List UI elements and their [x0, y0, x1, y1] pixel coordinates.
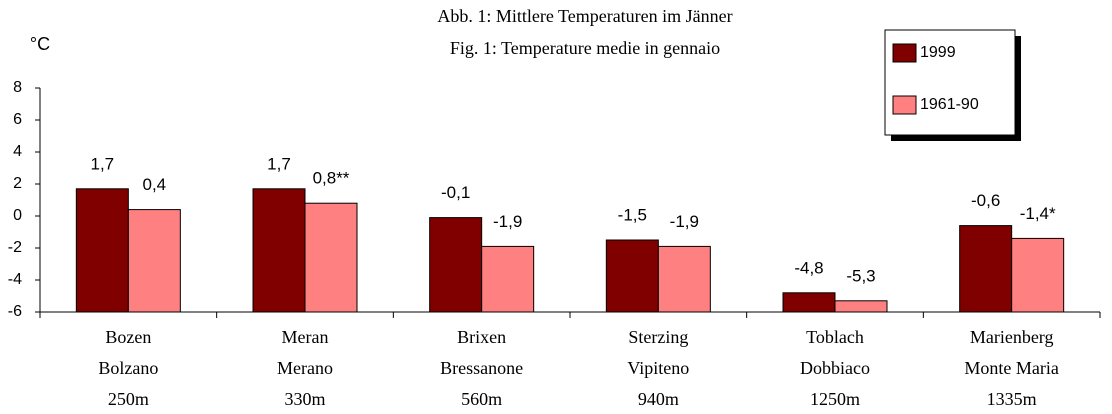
x-tick-label: Bressanone — [440, 358, 523, 378]
x-tick-label: 250m — [108, 389, 149, 409]
x-tick-label: Bozen — [105, 327, 151, 347]
value-label: 0,4 — [143, 175, 167, 194]
legend-label: 1999 — [920, 44, 956, 61]
y-tick-label: -2 — [8, 239, 22, 256]
chart-subtitle: Fig. 1: Temperature medie in gennaio — [450, 38, 720, 58]
value-label: 1,7 — [267, 154, 291, 173]
x-tick-label: 330m — [284, 389, 325, 409]
x-tick-label: Monte Maria — [964, 358, 1058, 378]
value-label: -1,9 — [493, 212, 522, 231]
bar — [834, 300, 888, 313]
x-tick-label: Marienberg — [970, 327, 1054, 347]
x-tick-label: 560m — [461, 389, 502, 409]
value-label: -1,9 — [670, 212, 699, 231]
legend-swatch — [892, 43, 917, 63]
x-tick-label: Merano — [277, 358, 333, 378]
x-tick-label: 1335m — [987, 389, 1037, 409]
value-label: -4,8 — [794, 258, 823, 277]
legend-label: 1961-90 — [920, 96, 979, 113]
bar — [252, 188, 306, 313]
bar — [605, 239, 659, 313]
x-tick-label: Brixen — [457, 327, 506, 347]
y-tick-label: 8 — [13, 79, 22, 96]
value-label: 0,8** — [313, 169, 350, 188]
bar — [481, 245, 535, 313]
bar — [429, 217, 483, 313]
x-tick-label: Toblach — [806, 327, 864, 347]
y-tick-label: 0 — [13, 207, 22, 224]
x-tick-label: Bolzano — [98, 358, 158, 378]
x-tick-label: Meran — [282, 327, 329, 347]
bar — [782, 292, 836, 313]
bar — [1011, 237, 1065, 313]
y-tick-label: 2 — [13, 175, 22, 192]
y-axis-label: °C — [30, 34, 50, 54]
y-tick-label: -6 — [8, 303, 22, 320]
value-label: -1,5 — [618, 205, 647, 224]
value-label: -5,3 — [846, 266, 875, 285]
x-tick-label: 940m — [638, 389, 679, 409]
value-label: -0,1 — [441, 183, 470, 202]
bar — [304, 202, 358, 313]
bar — [127, 209, 181, 313]
bar — [75, 188, 129, 313]
value-label: -0,6 — [971, 191, 1000, 210]
y-tick-label: 4 — [13, 143, 22, 160]
bar — [657, 245, 711, 313]
bar — [959, 225, 1013, 313]
x-tick-label: Dobbiaco — [800, 358, 870, 378]
legend-swatch — [892, 95, 917, 115]
value-label: 1,7 — [91, 154, 115, 173]
x-tick-label: Vipiteno — [627, 358, 689, 378]
value-label: -1,4* — [1020, 204, 1056, 223]
y-tick-label: -4 — [8, 271, 22, 288]
x-tick-label: 1250m — [810, 389, 860, 409]
x-tick-label: Sterzing — [628, 327, 688, 347]
chart-title: Abb. 1: Mittlere Temperaturen im Jänner — [437, 6, 732, 26]
y-tick-label: 6 — [13, 111, 22, 128]
